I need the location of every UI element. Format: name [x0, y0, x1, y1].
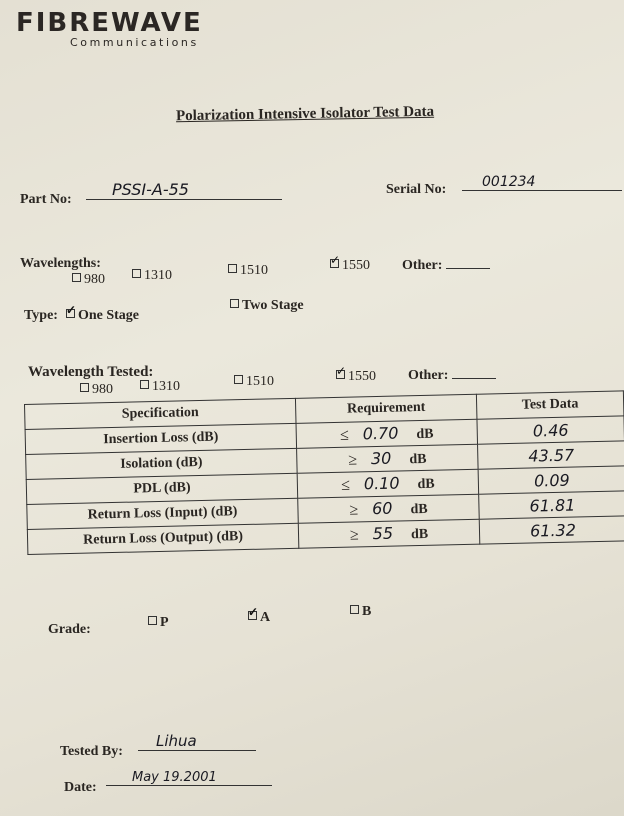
other-blank[interactable]	[452, 378, 497, 379]
other-blank[interactable]	[446, 268, 491, 269]
type-two-stage[interactable]: Two Stage	[230, 298, 304, 314]
unit: dB	[409, 451, 427, 468]
header-test-data: Test Data	[476, 390, 624, 420]
operator: ≥	[349, 526, 359, 544]
checkbox[interactable]	[80, 383, 89, 392]
tested-980[interactable]: 980	[80, 382, 113, 398]
unit: dB	[410, 501, 428, 518]
unit: dB	[410, 526, 429, 543]
checkbox[interactable]	[132, 269, 141, 278]
tested-1510[interactable]: 1510	[234, 374, 274, 390]
checkbox[interactable]	[234, 375, 243, 384]
wavelengths-label: Wavelengths:	[20, 256, 101, 271]
part-no-value: PSSI-A-55	[86, 180, 282, 200]
unit: dB	[416, 426, 434, 443]
wavelength-1510[interactable]: 1510	[228, 263, 268, 279]
tested-by-field: Tested By: Lihua	[60, 732, 256, 760]
option-label: 980	[84, 272, 105, 287]
serial-no-field: Serial No: 001234	[386, 174, 622, 198]
part-no-field: Part No: PSSI-A-55	[20, 180, 282, 208]
option-label: B	[362, 604, 372, 619]
company-logo: FibreWave	[16, 8, 203, 38]
checkbox[interactable]	[230, 299, 239, 308]
option-label: 1310	[152, 379, 180, 394]
requirement-value: 0.10	[363, 473, 400, 494]
requirement-value: 30	[370, 448, 392, 469]
option-label: 1310	[144, 268, 172, 283]
option-label: 1550	[348, 369, 376, 384]
option-label: P	[160, 615, 169, 630]
checkbox-checked[interactable]	[65, 303, 76, 318]
document-title: Polarization Intensive Isolator Test Dat…	[175, 103, 435, 125]
date-field: Date: May 19.2001	[64, 770, 272, 796]
date-label: Date:	[64, 780, 97, 795]
option-label: A	[260, 610, 271, 625]
tested-1310[interactable]: 1310	[140, 379, 180, 395]
requirement-value: 55	[372, 523, 394, 544]
wavelength-1310[interactable]: 1310	[132, 268, 172, 284]
option-label: Two Stage	[242, 298, 304, 313]
option-label: 1510	[240, 263, 268, 278]
checkbox[interactable]	[228, 264, 237, 273]
other-label: Other:	[408, 368, 449, 383]
wavelength-other: Other:	[402, 256, 491, 274]
requirement-value: 60	[371, 498, 393, 519]
operator: ≥	[349, 501, 359, 519]
type-one-stage[interactable]: One Stage	[65, 303, 140, 323]
checkbox-checked[interactable]	[248, 605, 258, 620]
test-data-value: 61.32	[479, 515, 624, 545]
company-logo-subtitle: Communications	[70, 36, 199, 49]
operator: ≥	[348, 451, 358, 469]
spec-name: Return Loss (Output) (dB)	[27, 523, 299, 555]
test-data-value: 43.57	[477, 440, 624, 470]
grade-b[interactable]: B	[350, 604, 371, 620]
test-data-value: 0.09	[478, 465, 624, 495]
other-label: Other:	[402, 258, 443, 273]
wavelength-980[interactable]: 980	[72, 272, 105, 288]
checkbox[interactable]	[72, 273, 81, 282]
option-label: 1550	[342, 258, 370, 273]
spec-table: Specification Requirement Test Data Inse…	[24, 390, 624, 555]
option-label: One Stage	[77, 308, 140, 323]
test-data-value: 0.46	[476, 415, 624, 445]
tested-by-label: Tested By:	[60, 744, 123, 759]
option-label: 1510	[246, 374, 274, 389]
part-no-label: Part No:	[20, 192, 72, 207]
requirement: ≥55 dB	[298, 519, 480, 549]
date-value: May 19.2001	[106, 770, 272, 786]
operator: ≤	[340, 476, 351, 494]
grade-p[interactable]: P	[148, 615, 169, 631]
checkbox[interactable]	[148, 616, 157, 625]
operator: ≤	[339, 426, 349, 444]
wavelength-1550[interactable]: 1550	[330, 253, 370, 274]
test-data-value: 61.81	[478, 490, 624, 520]
checkbox[interactable]	[140, 380, 149, 389]
serial-no-value: 001234	[462, 174, 622, 191]
grade-label: Grade:	[48, 622, 91, 637]
requirement-value: 0.70	[362, 423, 399, 444]
tested-1550[interactable]: 1550	[336, 364, 376, 385]
wavelength-tested-label: Wavelength Tested:	[28, 364, 154, 380]
checkbox[interactable]	[350, 605, 359, 614]
tested-other: Other:	[408, 366, 497, 384]
unit: dB	[417, 476, 435, 493]
grade-a[interactable]: A	[248, 605, 271, 626]
checkbox-checked[interactable]	[330, 253, 340, 268]
option-label: 980	[92, 382, 113, 397]
tested-by-signature: Lihua	[138, 732, 256, 751]
checkbox-checked[interactable]	[336, 364, 346, 379]
type-label: Type:	[24, 308, 58, 323]
serial-no-label: Serial No:	[386, 182, 447, 197]
type-field: Type: One Stage	[24, 303, 140, 324]
